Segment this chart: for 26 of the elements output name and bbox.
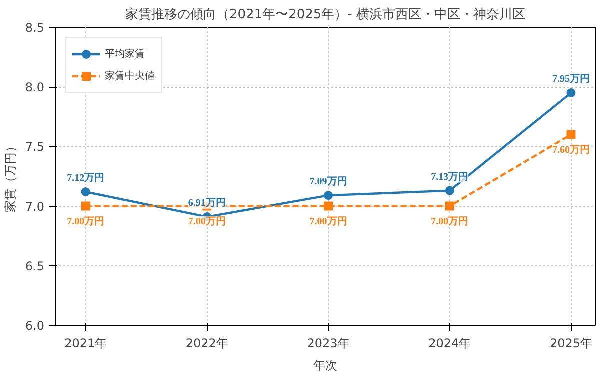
data-label: 7.95万円	[552, 74, 590, 86]
y-tick-label: 7.5	[25, 140, 45, 154]
data-label: 7.00万円	[310, 216, 348, 228]
data-label: 7.00万円	[67, 216, 105, 228]
chart-title: 家賃推移の傾向（2021年〜2025年）- 横浜市西区・中区・神奈川区	[126, 6, 526, 22]
data-label: 6.91万円	[188, 198, 226, 210]
x-tick-label: 2021年	[64, 336, 108, 350]
y-tick-label: 8.5	[25, 21, 45, 35]
x-axis-title: 年次	[314, 358, 338, 372]
legend-label: 家賃中央値	[105, 70, 155, 83]
y-tick-label: 7.0	[25, 200, 45, 214]
data-label: 7.60万円	[552, 144, 590, 156]
legend-label: 平均家賃	[105, 48, 145, 61]
y-tick-label: 6.5	[25, 259, 45, 274]
data-label: 7.12万円	[67, 172, 105, 184]
y-tick-label: 6.0	[25, 319, 45, 333]
x-tick-label: 2024年	[428, 336, 472, 350]
x-tick-label: 2022年	[186, 336, 228, 350]
data-label: 7.00万円	[188, 216, 226, 228]
y-tick-label: 8.0	[25, 80, 45, 95]
data-label: 7.09万円	[310, 176, 348, 188]
x-tick-label: 2023年	[307, 336, 350, 350]
x-tick-label: 2025年	[550, 336, 593, 350]
y-axis-title: 家賃（万円）	[3, 140, 18, 212]
data-label: 7.13万円	[431, 172, 469, 183]
data-label: 7.00万円	[431, 216, 469, 228]
